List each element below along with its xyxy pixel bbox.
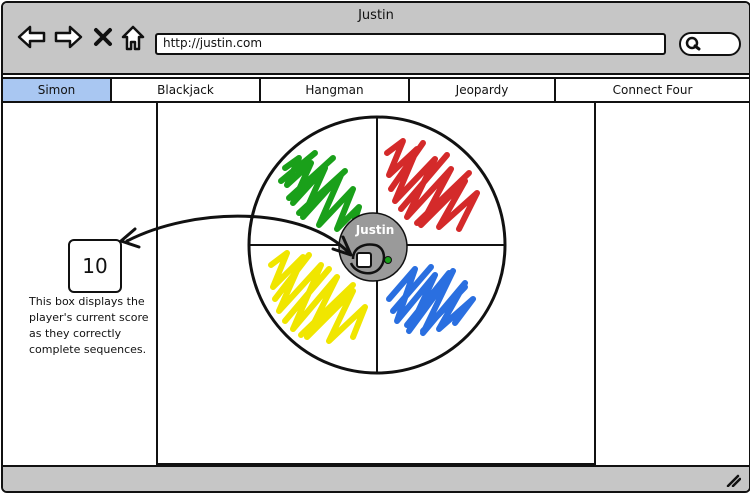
status-bar bbox=[3, 465, 749, 491]
tab-simon[interactable]: Simon bbox=[3, 79, 112, 101]
blue-quadrant[interactable] bbox=[386, 264, 476, 336]
simon-board: Justin bbox=[119, 115, 507, 375]
window-title: Justin bbox=[358, 8, 394, 23]
game-tab-bar: Simon Blackjack Hangman Jeopardy Connect… bbox=[3, 77, 749, 103]
tab-hangman[interactable]: Hangman bbox=[261, 79, 410, 101]
search-box[interactable] bbox=[679, 32, 741, 56]
red-scribble bbox=[384, 138, 480, 232]
address-bar[interactable]: http://justin.com bbox=[155, 33, 666, 55]
close-icon[interactable] bbox=[93, 27, 113, 47]
tab-blackjack[interactable]: Blackjack bbox=[112, 79, 261, 101]
status-indicator-icon bbox=[384, 256, 392, 264]
address-text: http://justin.com bbox=[163, 36, 263, 50]
resize-grip-icon[interactable] bbox=[725, 473, 741, 487]
center-score-display bbox=[356, 252, 372, 268]
tab-jeopardy[interactable]: Jeopardy bbox=[410, 79, 556, 101]
yellow-scribble bbox=[268, 250, 368, 344]
red-quadrant[interactable] bbox=[384, 138, 480, 232]
title-bar: Justin http://justin.com bbox=[3, 3, 749, 75]
blue-scribble bbox=[386, 264, 476, 336]
arrow-left-icon[interactable] bbox=[17, 24, 47, 50]
search-icon bbox=[685, 36, 701, 51]
score-highlight-ring bbox=[349, 243, 386, 275]
score-note: This box displays the player's current s… bbox=[29, 295, 149, 356]
green-quadrant[interactable] bbox=[278, 150, 362, 234]
green-scribble bbox=[278, 150, 362, 234]
score-box: 10 bbox=[68, 239, 122, 293]
game-area bbox=[156, 101, 596, 465]
tab-connect-four[interactable]: Connect Four bbox=[556, 79, 749, 101]
center-player-name: Justin bbox=[355, 223, 395, 237]
annotation-arrow bbox=[125, 214, 351, 255]
yellow-quadrant[interactable] bbox=[268, 250, 368, 344]
arrow-right-icon[interactable] bbox=[53, 24, 83, 50]
arrow-head-right-icon bbox=[331, 235, 353, 257]
home-icon[interactable] bbox=[120, 24, 146, 52]
